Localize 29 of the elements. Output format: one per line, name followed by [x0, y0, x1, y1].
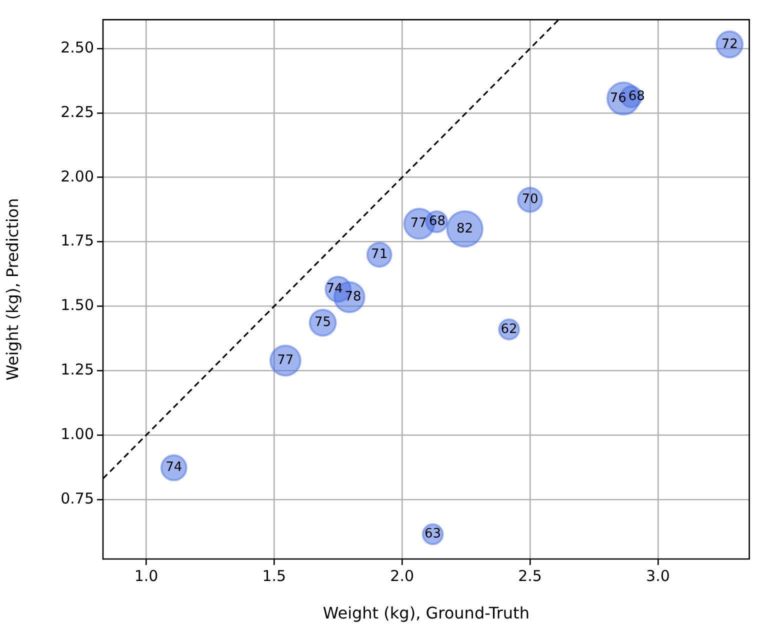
annotation: 78: [344, 290, 362, 305]
annotation: 82: [456, 221, 474, 236]
x-tick-label: 2.0: [390, 566, 414, 585]
annotation: 70: [522, 192, 538, 208]
annotation: 71: [371, 247, 388, 262]
y-tick-label: 2.50: [60, 38, 94, 56]
y-tick-label: 2.00: [60, 167, 94, 186]
y-tick-label: 2.25: [60, 102, 94, 121]
x-axis-title: Weight (kg), Ground-Truth: [322, 604, 530, 623]
x-tick-label: 1.5: [262, 566, 286, 585]
y-tick-label: 1.75: [60, 232, 94, 250]
x-tick-label: 1.0: [134, 566, 158, 585]
y-tick-label: 0.75: [60, 489, 94, 508]
y-tick-label: 1.25: [60, 360, 94, 379]
x-tick-label: 2.5: [518, 566, 542, 585]
y-tick-label: 1.00: [60, 424, 94, 443]
annotation: 74: [326, 282, 343, 297]
annotation: 68: [428, 214, 446, 230]
x-tick-label: 3.0: [646, 566, 670, 585]
annotation: 76: [610, 90, 626, 106]
annotation: 74: [166, 460, 182, 476]
annotation: 72: [721, 36, 738, 52]
y-tick-label: 1.50: [60, 296, 94, 314]
annotation: 75: [314, 315, 332, 330]
annotation: 63: [424, 526, 442, 542]
annotation: 77: [410, 216, 427, 232]
y-axis-title: Weight (kg), Prediction: [2, 198, 22, 381]
annotation: 77: [277, 352, 294, 368]
annotation: 62: [500, 322, 518, 337]
